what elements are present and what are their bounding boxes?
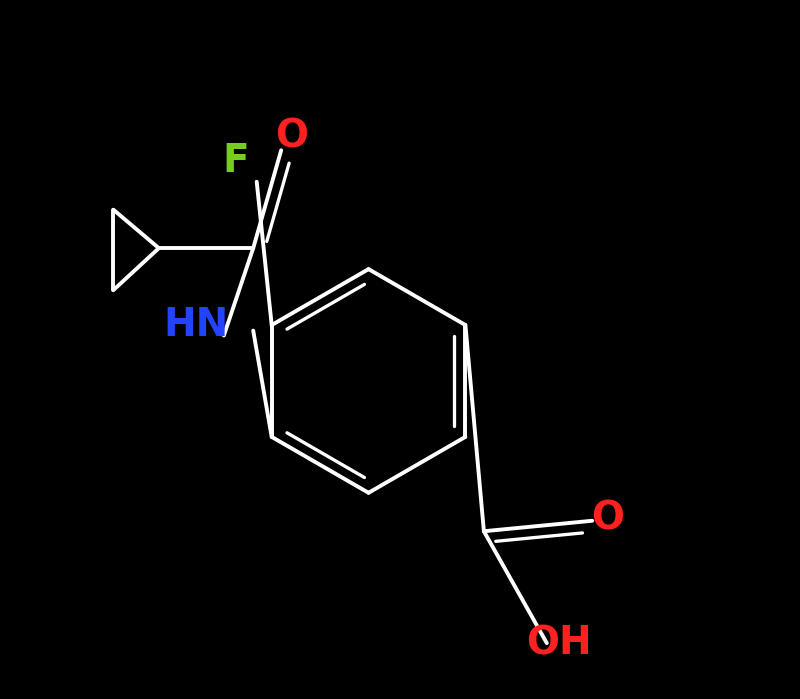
Text: O: O (275, 117, 308, 155)
Text: F: F (222, 142, 249, 180)
Text: OH: OH (526, 624, 592, 662)
Text: O: O (591, 500, 624, 538)
Text: HN: HN (163, 306, 229, 344)
